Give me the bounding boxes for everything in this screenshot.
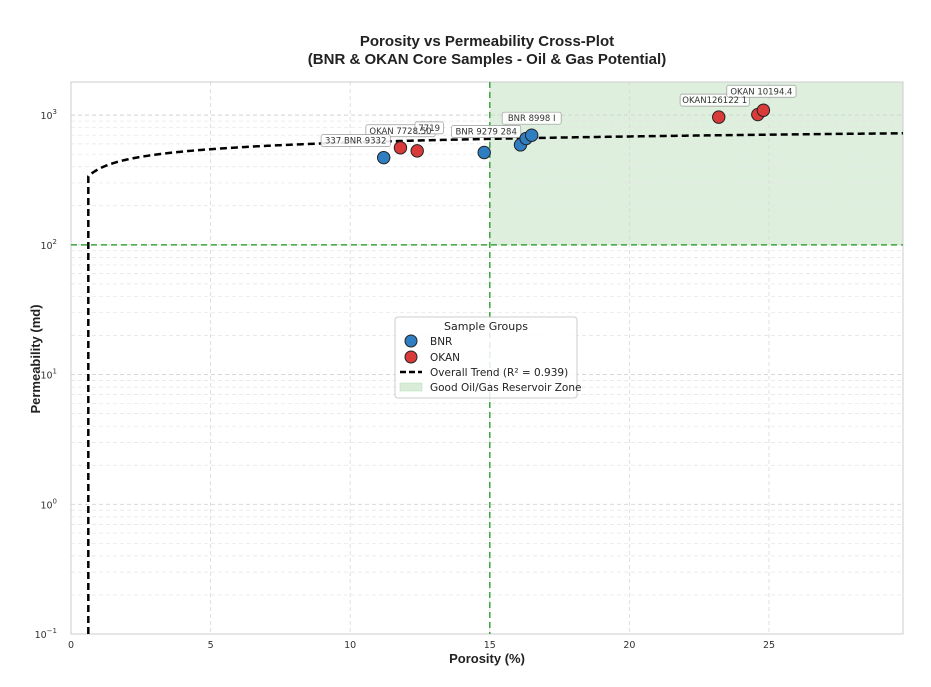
y-tick-label: 102 xyxy=(40,238,57,252)
legend-marker-zone xyxy=(399,382,423,392)
legend: Sample Groups BNR OKAN Overall Trend (R²… xyxy=(394,316,581,399)
legend-marker-bnr xyxy=(404,334,418,348)
legend-label-bnr: BNR xyxy=(430,336,452,348)
point-okan xyxy=(393,141,408,155)
x-tick-label: 25 xyxy=(763,640,775,651)
chart-subtitle: (BNR & OKAN Core Samples - Oil & Gas Pot… xyxy=(308,51,666,68)
annotation-box xyxy=(320,134,391,148)
annotation-box xyxy=(414,121,444,135)
legend-marker-okan xyxy=(404,350,418,364)
x-tick-label: 20 xyxy=(623,640,635,651)
x-tick-label: 0 xyxy=(68,640,74,651)
y-axis-label: Permeability (md) xyxy=(28,304,43,413)
x-axis-label: Porosity (%) xyxy=(449,651,525,666)
point-okan xyxy=(410,144,424,158)
legend-label-okan: OKAN xyxy=(430,352,460,364)
point-bnr xyxy=(477,145,491,160)
point-okan xyxy=(712,110,726,124)
y-tick-label: 100 xyxy=(40,497,57,511)
y-tick-label: 103 xyxy=(40,108,57,122)
annotation-box xyxy=(451,125,522,138)
point-annotation: 7719 xyxy=(418,124,440,134)
x-tick-label: 15 xyxy=(484,640,496,651)
point-annotation: OKAN 10194.4 xyxy=(730,87,792,97)
legend-title: Sample Groups xyxy=(444,320,528,333)
reservoir-zone xyxy=(489,82,903,245)
annotation-box xyxy=(501,111,562,125)
point-annotation: OKAN126122 1 xyxy=(682,96,747,106)
point-bnr xyxy=(524,128,539,142)
legend-frame xyxy=(394,316,578,399)
y-tick-label: 10−1 xyxy=(35,627,57,641)
legend-label-zone: Good Oil/Gas Reservoir Zone xyxy=(430,382,581,394)
legend-label-trend: Overall Trend (R² = 0.939) xyxy=(430,367,568,379)
point-annotation: BNR 9279 284 xyxy=(456,127,517,137)
point-okan xyxy=(756,103,771,117)
plot-frame xyxy=(70,81,904,635)
point-bnr xyxy=(376,150,391,165)
point-annotation: OKAN 7728.50 xyxy=(369,127,431,137)
x-tick-label: 5 xyxy=(208,640,214,651)
chart-title: Porosity vs Permeability Cross-Plot xyxy=(360,33,614,50)
point-annotation: 337 BNR 9332 xyxy=(325,137,386,147)
trend-line xyxy=(87,132,904,634)
point-annotation: BNR 8998 I xyxy=(508,114,556,124)
x-tick-label: 10 xyxy=(344,640,356,651)
annotation-box xyxy=(726,84,797,98)
y-tick-label: 101 xyxy=(40,368,57,382)
